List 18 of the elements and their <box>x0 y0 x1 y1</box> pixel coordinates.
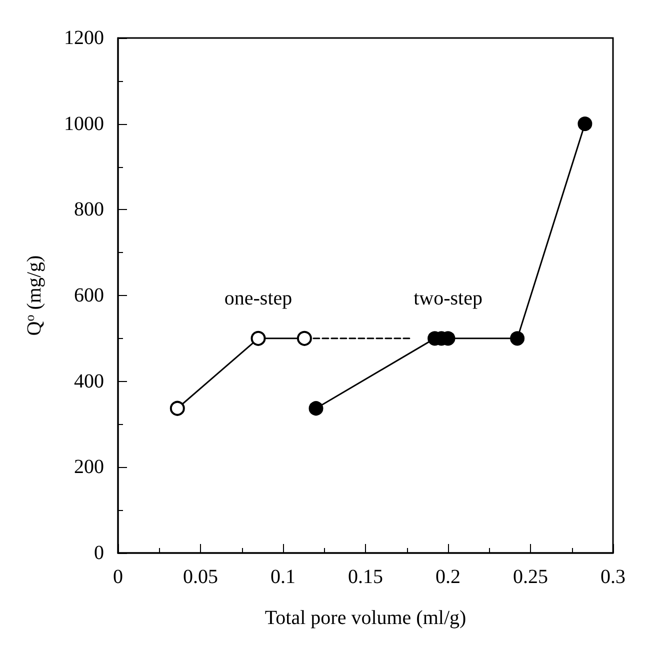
x-tick-label: 0.2 <box>436 566 460 588</box>
y-tick-label: 0 <box>94 542 104 564</box>
series-label: one-step <box>224 287 292 310</box>
x-tick-label: 0.15 <box>348 566 383 588</box>
x-axis-title: Total pore volume (ml/g) <box>264 607 466 629</box>
y-tick-label: 600 <box>74 284 104 306</box>
x-tick-label: 0.05 <box>183 566 218 588</box>
series-label: two-step <box>414 287 482 310</box>
y-tick-label: 1000 <box>64 112 104 135</box>
x-tick-label: 0.25 <box>513 566 548 588</box>
x-tick-label: 0 <box>113 566 123 588</box>
y-tick-label: 1200 <box>64 27 104 49</box>
y-tick-label: 800 <box>74 198 104 221</box>
y-tick-label: 200 <box>74 456 104 478</box>
y-axis-title: Qo (mg/g) <box>22 255 46 336</box>
x-tick-label: 0.3 <box>600 566 626 588</box>
x-tick-label: 0.1 <box>270 566 296 588</box>
y-tick-label: 400 <box>74 370 104 392</box>
